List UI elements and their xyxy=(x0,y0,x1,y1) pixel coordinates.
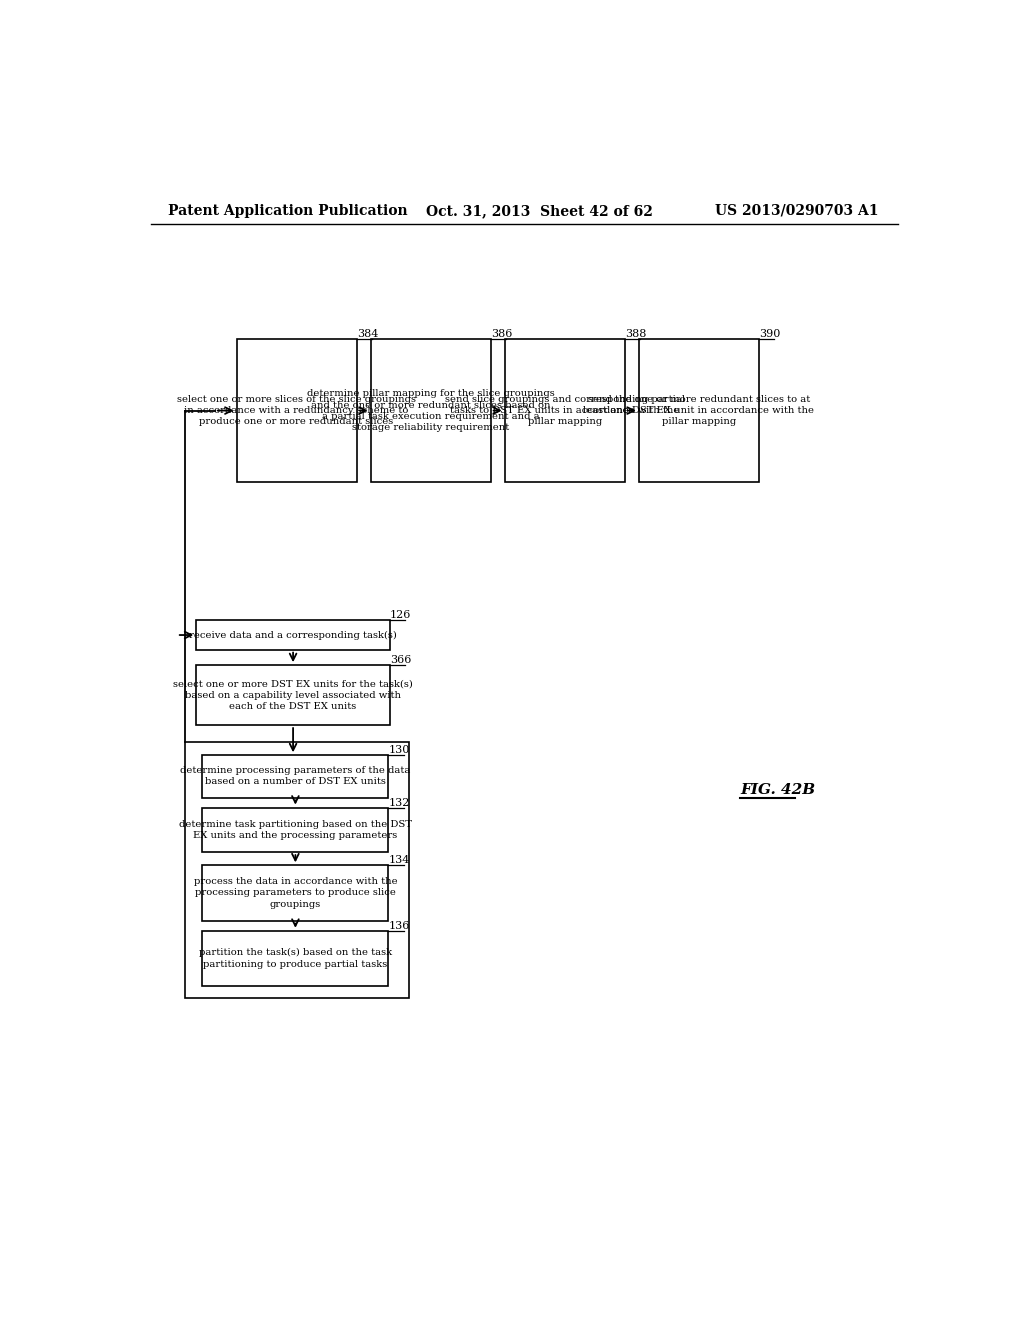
Bar xyxy=(203,808,388,853)
Bar xyxy=(197,665,390,725)
Bar xyxy=(203,755,388,797)
Text: determine processing parameters of the data
based on a number of DST EX units: determine processing parameters of the d… xyxy=(180,767,411,787)
Text: select one or more DST EX units for the task(s)
based on a capability level asso: select one or more DST EX units for the … xyxy=(173,680,413,710)
Text: partition the task(s) based on the task
partitioning to produce partial tasks: partition the task(s) based on the task … xyxy=(199,948,392,969)
Text: 386: 386 xyxy=(490,330,512,339)
Text: select one or more slices of the slice groupings
in accordance with a redundancy: select one or more slices of the slice g… xyxy=(177,395,416,426)
Bar xyxy=(505,339,625,482)
Text: send the one or more redundant slices to at
least one DST EX unit in accordance : send the one or more redundant slices to… xyxy=(584,395,814,426)
Text: US 2013/0290703 A1: US 2013/0290703 A1 xyxy=(716,203,879,218)
Bar xyxy=(371,339,490,482)
Text: receive data and a corresponding task(s): receive data and a corresponding task(s) xyxy=(189,631,397,640)
Text: 390: 390 xyxy=(759,330,780,339)
Text: 384: 384 xyxy=(356,330,378,339)
Text: 134: 134 xyxy=(388,855,410,866)
Text: 136: 136 xyxy=(388,921,410,931)
Text: determine pillar mapping for the slice groupings
and the one or more redundant s: determine pillar mapping for the slice g… xyxy=(307,389,555,432)
Text: send slice groupings and corresponding partial
tasks to DST EX units in accordan: send slice groupings and corresponding p… xyxy=(444,395,685,426)
Text: determine task partitioning based on the DST
EX units and the processing paramet: determine task partitioning based on the… xyxy=(179,820,412,840)
Bar xyxy=(237,339,356,482)
Text: 132: 132 xyxy=(388,797,410,808)
Bar xyxy=(197,620,390,649)
Bar xyxy=(203,866,388,921)
Text: 388: 388 xyxy=(625,330,646,339)
Text: Patent Application Publication: Patent Application Publication xyxy=(168,203,408,218)
Text: process the data in accordance with the
processing parameters to produce slice
g: process the data in accordance with the … xyxy=(194,878,397,908)
Bar xyxy=(639,339,759,482)
Bar xyxy=(203,931,388,986)
Text: FIG. 42B: FIG. 42B xyxy=(740,784,815,797)
Text: 366: 366 xyxy=(390,655,412,665)
Text: 126: 126 xyxy=(390,610,412,620)
Text: 130: 130 xyxy=(388,746,410,755)
Text: Oct. 31, 2013  Sheet 42 of 62: Oct. 31, 2013 Sheet 42 of 62 xyxy=(426,203,653,218)
Bar xyxy=(184,742,410,998)
